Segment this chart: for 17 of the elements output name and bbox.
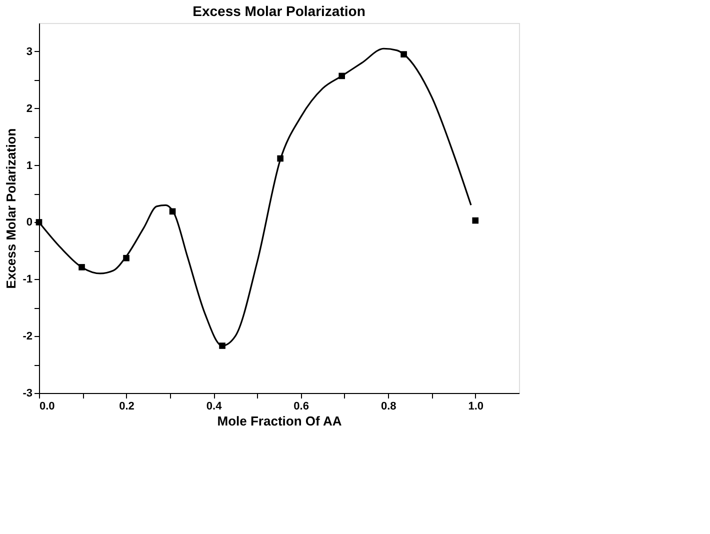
y-axis-title: Excess Molar Polarization (4, 128, 19, 289)
x-tick-label: 0.8 (380, 400, 396, 412)
y-tick-label: 3 (26, 46, 32, 58)
y-tick-label: 1 (26, 160, 32, 172)
point (472, 217, 479, 224)
x-tick-label: 0.0 (40, 400, 55, 412)
y-tick-label: -3 (22, 388, 32, 400)
y-tick-label: -2 (22, 330, 32, 343)
x-tick-label: 0.4 (206, 400, 223, 412)
y-tick-label: 2 (26, 102, 32, 115)
x-tick-label: 0.2 (119, 400, 134, 412)
y-tick-label: 0 (26, 216, 32, 229)
y-tick-label: -1 (22, 274, 32, 286)
x-axis-title: Mole Fraction Of AA (217, 414, 342, 428)
x-tick-label: 1.0 (468, 400, 484, 412)
x-tick-label: 0.6 (294, 400, 309, 412)
chart-title: Excess Molar Polarization (192, 3, 366, 19)
